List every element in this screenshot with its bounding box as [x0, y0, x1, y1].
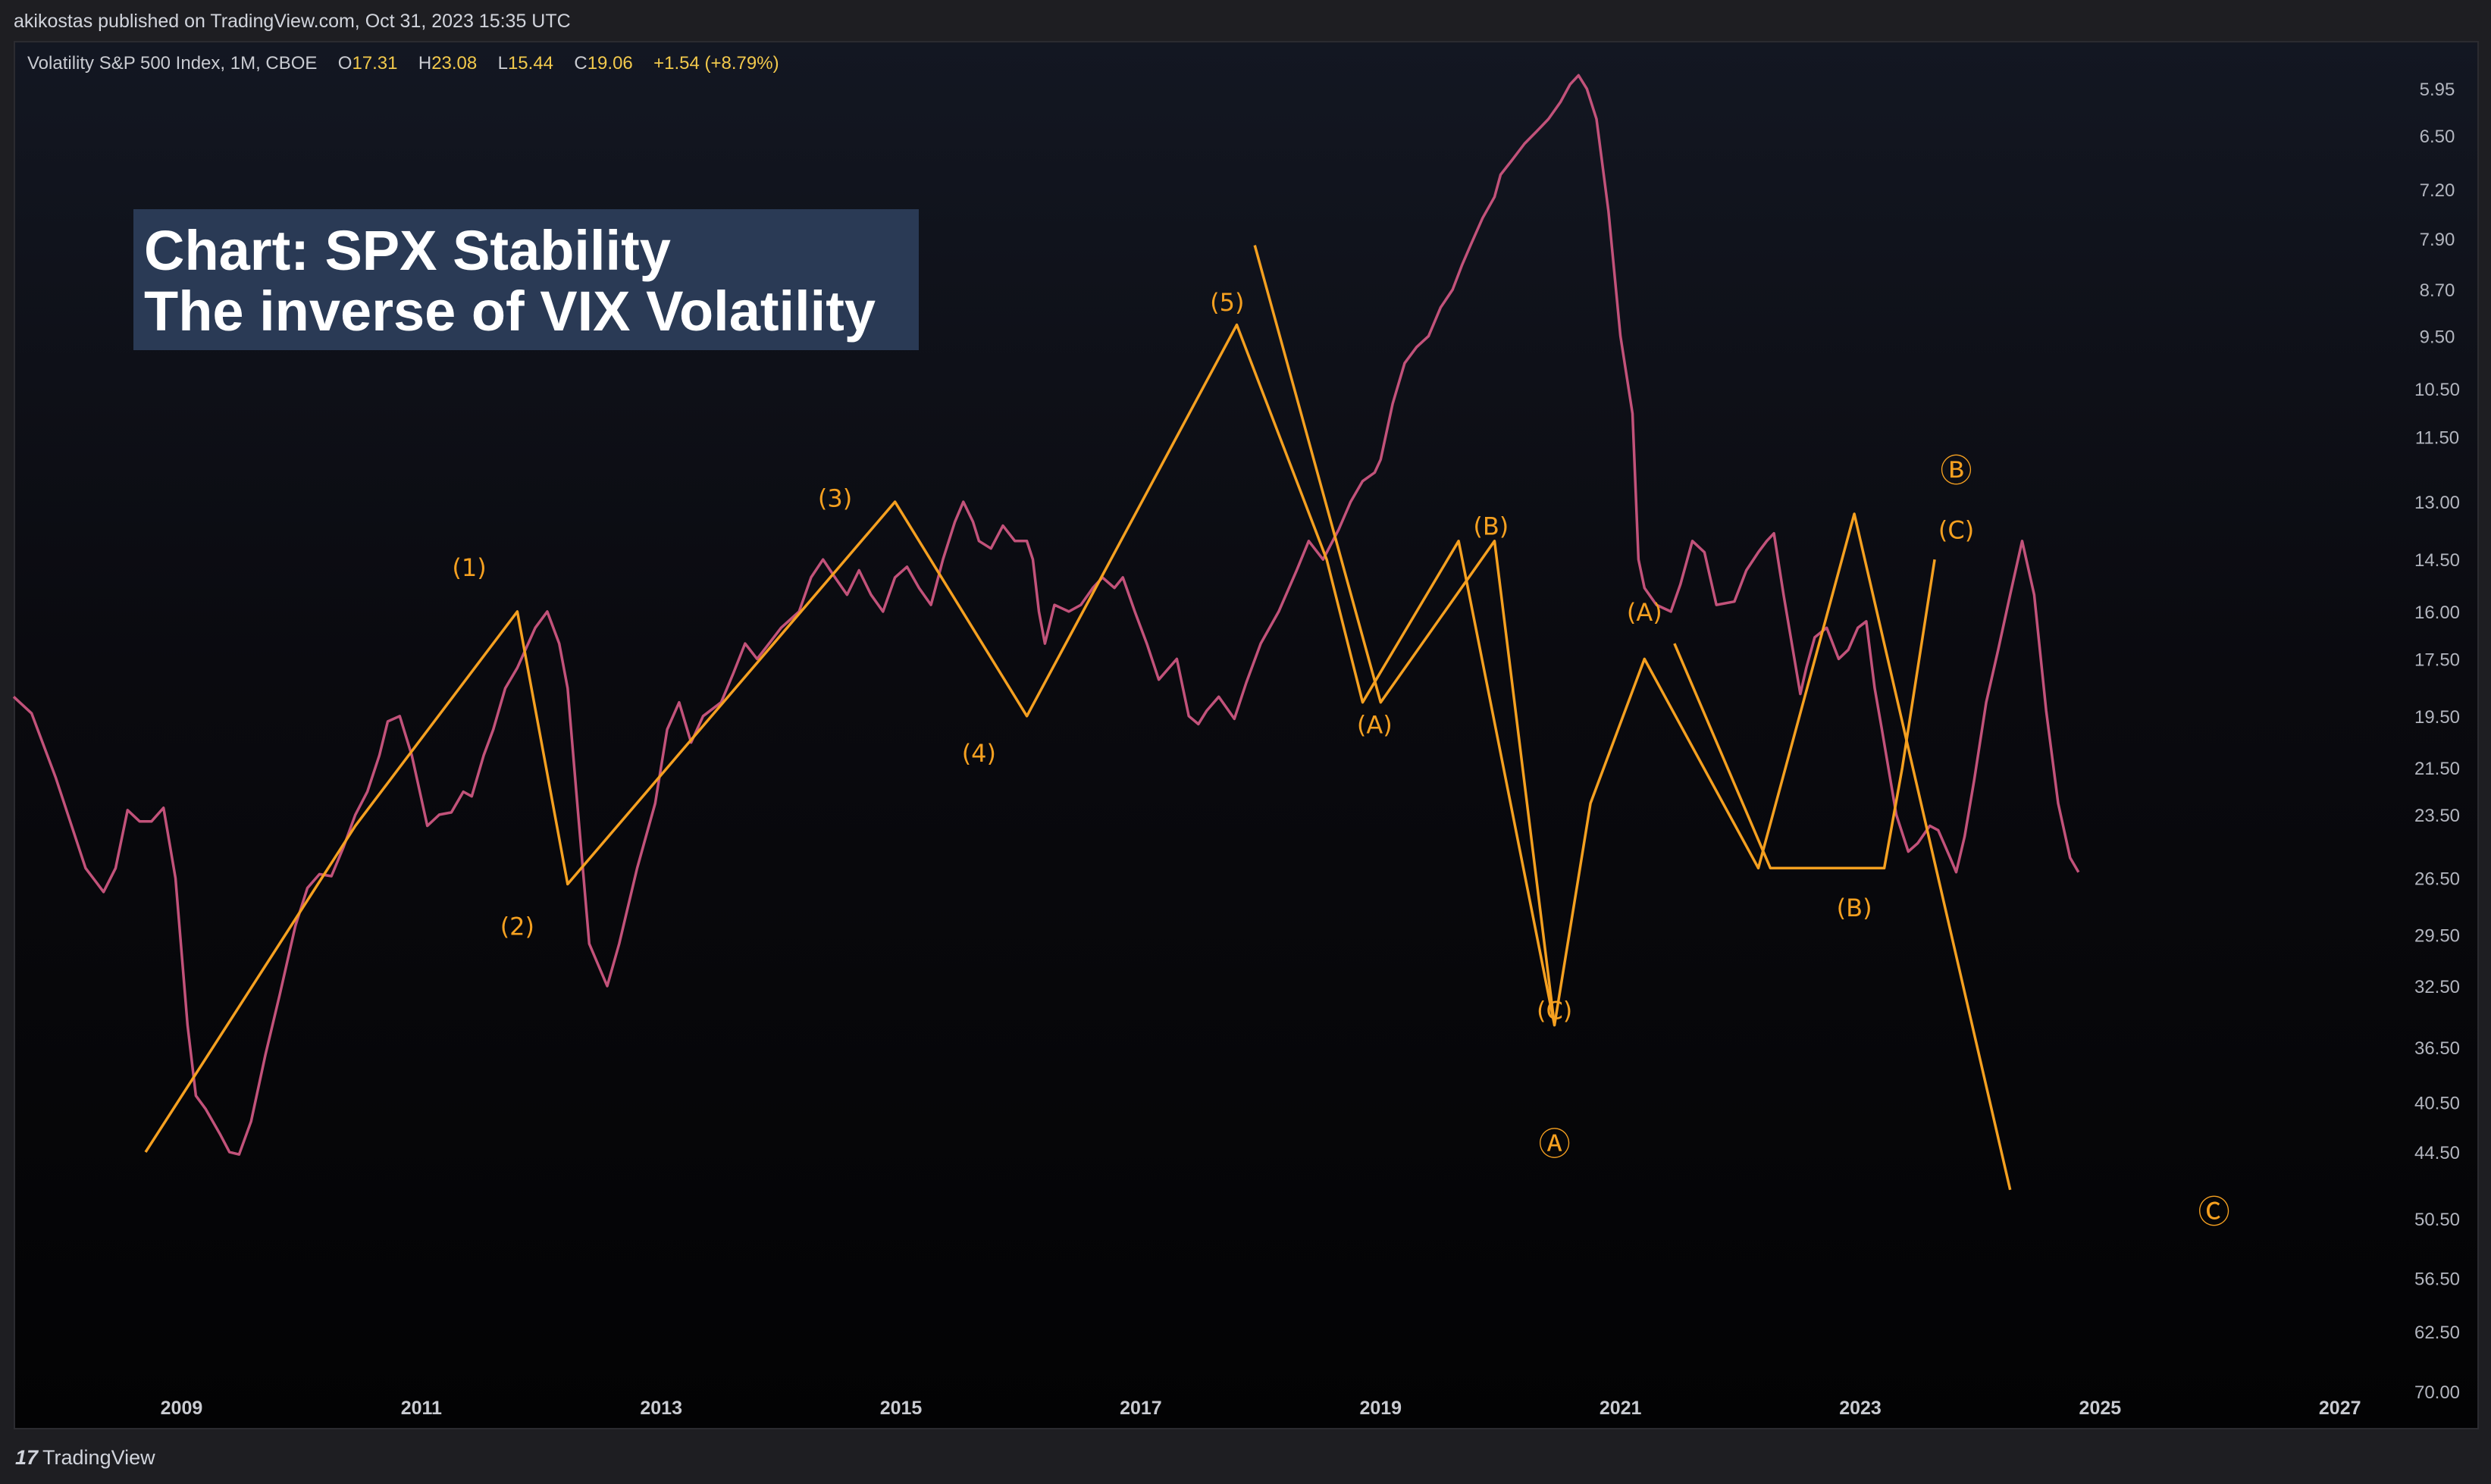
y-tick-label: 70.00 [2414, 1382, 2460, 1403]
header-bar: akikostas published on TradingView.com, … [0, 0, 2491, 41]
x-tick-label: 2021 [1600, 1398, 1642, 1419]
low-key: L [497, 53, 508, 74]
y-axis[interactable]: 5.95 6.50 7.20 7.90 8.70 9.50 10.50 11.50 13.00 1… [2414, 80, 2460, 1403]
x-axis[interactable]: 2009 2011 2013 2015 2017 2019 2021 2023 2025 2027 [161, 1398, 2361, 1419]
symbol-legend: Volatility S&P 500 Index, 1M, CBOE O17.3… [27, 53, 779, 74]
y-tick-label: 50.50 [2414, 1210, 2460, 1230]
wave-label[interactable]: (4) [962, 739, 996, 768]
x-tick-label: 2013 [640, 1398, 682, 1419]
publisher-info: akikostas published on TradingView.com, … [14, 11, 571, 32]
x-tick-label: 2011 [401, 1398, 442, 1419]
footer-bar: 17 TradingView [0, 1429, 2491, 1484]
y-tick-label: 14.50 [2414, 550, 2460, 571]
x-tick-label: 2025 [2079, 1398, 2122, 1419]
y-tick-label: 5.95 [2420, 80, 2455, 100]
high-key: H [418, 53, 432, 74]
symbol-name[interactable]: Volatility S&P 500 Index, 1M, CBOE [27, 53, 318, 74]
y-tick-label: 29.50 [2414, 925, 2460, 946]
close-key: C [574, 53, 588, 74]
y-tick-label: 13.00 [2414, 493, 2460, 513]
change-value: +1.54 (+8.79%) [653, 53, 779, 74]
x-tick-label: 2015 [880, 1398, 923, 1419]
y-tick-label: 36.50 [2414, 1038, 2460, 1059]
chart-title: Chart: SPX Stability [144, 219, 671, 282]
elliott-wave-line-3[interactable] [1673, 559, 1936, 870]
wave-label[interactable]: Ⓑ [1941, 452, 1972, 490]
y-tick-label: 40.50 [2414, 1093, 2460, 1113]
x-tick-label: 2023 [1839, 1398, 1882, 1419]
y-tick-label: 9.50 [2420, 327, 2455, 347]
tradingview-logo[interactable]: 17 TradingView [15, 1446, 155, 1470]
y-tick-label: 7.90 [2420, 230, 2455, 250]
y-tick-label: 6.50 [2420, 127, 2455, 147]
tradingview-logo-icon: 17 [15, 1446, 39, 1469]
wave-label[interactable]: (5) [1210, 288, 1244, 317]
high-value: 23.08 [431, 53, 478, 74]
y-tick-label: 56.50 [2414, 1270, 2460, 1290]
wave-label[interactable]: (1) [452, 553, 486, 582]
x-tick-label: 2017 [1120, 1398, 1162, 1419]
wave-label[interactable]: (A) [1627, 598, 1662, 627]
wave-label[interactable]: (C) [1537, 996, 1572, 1025]
y-tick-label: 44.50 [2414, 1143, 2460, 1163]
y-tick-label: 7.20 [2420, 180, 2455, 201]
y-tick-label: 11.50 [2415, 428, 2459, 449]
series-layer [12, 74, 2080, 1191]
wave-label[interactable]: (B) [1473, 512, 1509, 541]
x-tick-label: 2027 [2319, 1398, 2361, 1419]
y-tick-label: 16.00 [2414, 603, 2460, 623]
x-tick-label: 2019 [1359, 1398, 1402, 1419]
x-tick-label: 2009 [161, 1398, 203, 1419]
y-tick-label: 21.50 [2414, 759, 2460, 779]
title-box[interactable]: Chart: SPX Stability The inverse of VIX … [133, 209, 919, 350]
annotation-layer: (1) (2) (3) (4) (5) (A) (B) (C) Ⓐ (A) (B) Ⓑ (C) Ⓒ [452, 288, 2229, 1230]
wave-label[interactable]: (3) [818, 484, 852, 513]
low-value: 15.44 [507, 53, 554, 74]
wave-label[interactable]: (2) [500, 913, 534, 941]
close-value: 19.06 [587, 53, 633, 74]
elliott-wave-line-2[interactable] [1253, 245, 1556, 1025]
wave-label[interactable]: (A) [1357, 710, 1393, 739]
y-tick-label: 8.70 [2420, 280, 2455, 301]
chart-subtitle: The inverse of VIX Volatility [144, 280, 876, 343]
y-tick-label: 26.50 [2414, 869, 2460, 890]
elliott-wave-line-1[interactable] [144, 323, 2012, 1191]
open-value: 17.31 [352, 53, 398, 74]
y-tick-label: 23.50 [2414, 806, 2460, 826]
y-tick-label: 62.50 [2414, 1323, 2460, 1343]
y-tick-label: 10.50 [2414, 380, 2460, 400]
wave-label[interactable]: (B) [1837, 894, 1872, 922]
wave-label[interactable]: (C) [1938, 516, 1974, 545]
tradingview-brand: TradingView [42, 1446, 155, 1469]
wave-label[interactable]: Ⓒ [2198, 1193, 2230, 1230]
y-tick-label: 19.50 [2414, 707, 2460, 728]
wave-label[interactable]: Ⓐ [1539, 1126, 1571, 1163]
open-key: O [337, 53, 352, 74]
y-tick-label: 17.50 [2414, 650, 2460, 670]
y-tick-label: 32.50 [2414, 977, 2460, 997]
